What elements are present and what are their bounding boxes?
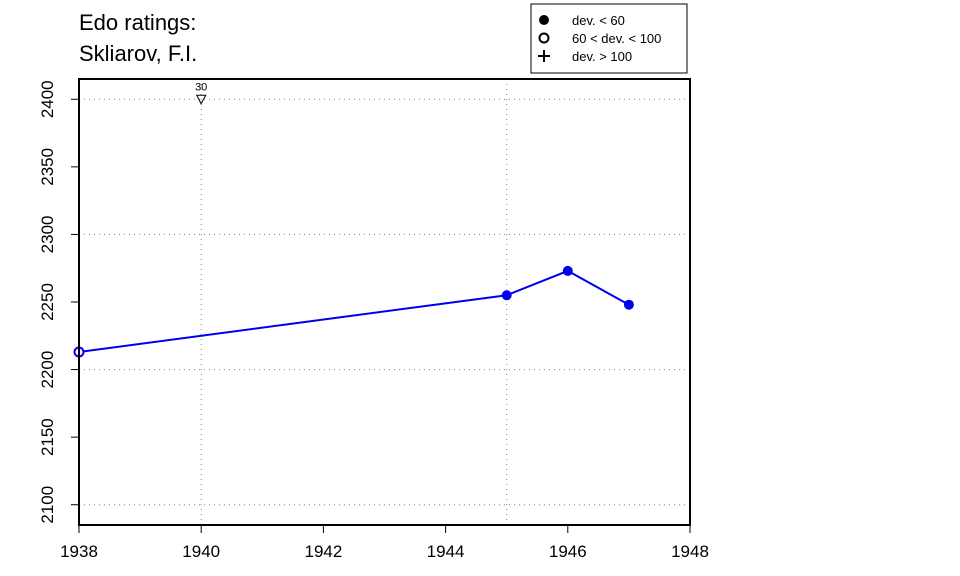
legend-label-2: 60 < dev. < 100 xyxy=(572,31,661,46)
legend-open-circle-marker xyxy=(538,32,550,44)
legend-label-1: dev. < 60 xyxy=(572,13,625,28)
x-tick-label: 1938 xyxy=(60,542,98,561)
annotation-triangle-marker xyxy=(195,94,207,105)
y-tick-label: 2100 xyxy=(38,486,57,524)
x-tick-label: 1948 xyxy=(671,542,709,561)
x-tick-label: 1940 xyxy=(182,542,220,561)
series-line xyxy=(78,269,630,353)
y-tick-label: 2400 xyxy=(38,80,57,118)
grid xyxy=(79,79,690,525)
data-point xyxy=(623,299,634,310)
y-tick-label: 2150 xyxy=(38,418,57,456)
annotation-label: 30 xyxy=(195,81,207,93)
legend-filled-circle-marker xyxy=(539,15,549,25)
y-tick-label: 2200 xyxy=(38,351,57,389)
legend: dev. < 60 60 < dev. < 100 dev. > 100 xyxy=(530,3,688,74)
series xyxy=(73,265,634,358)
axes: 1938 1940 1942 1944 1946 1948 2100 2150 2200 2250… xyxy=(38,80,709,561)
data-point xyxy=(501,290,512,301)
y-tick-label: 2250 xyxy=(38,283,57,321)
y-tick-label: 2300 xyxy=(38,216,57,254)
chart-title-line1: Edo ratings: xyxy=(79,10,196,35)
legend-label-3: dev. > 100 xyxy=(572,49,632,64)
x-tick-label: 1944 xyxy=(427,542,465,561)
legend-plus-marker xyxy=(538,50,550,62)
x-tick-label: 1946 xyxy=(549,542,587,561)
data-point xyxy=(562,265,573,276)
chart-title-line2: Skliarov, F.I. xyxy=(79,41,197,66)
y-tick-label: 2350 xyxy=(38,148,57,186)
x-tick-label: 1942 xyxy=(304,542,342,561)
plot-frame xyxy=(78,78,691,526)
legend-box xyxy=(530,3,688,74)
annotations: 30 xyxy=(195,81,207,105)
